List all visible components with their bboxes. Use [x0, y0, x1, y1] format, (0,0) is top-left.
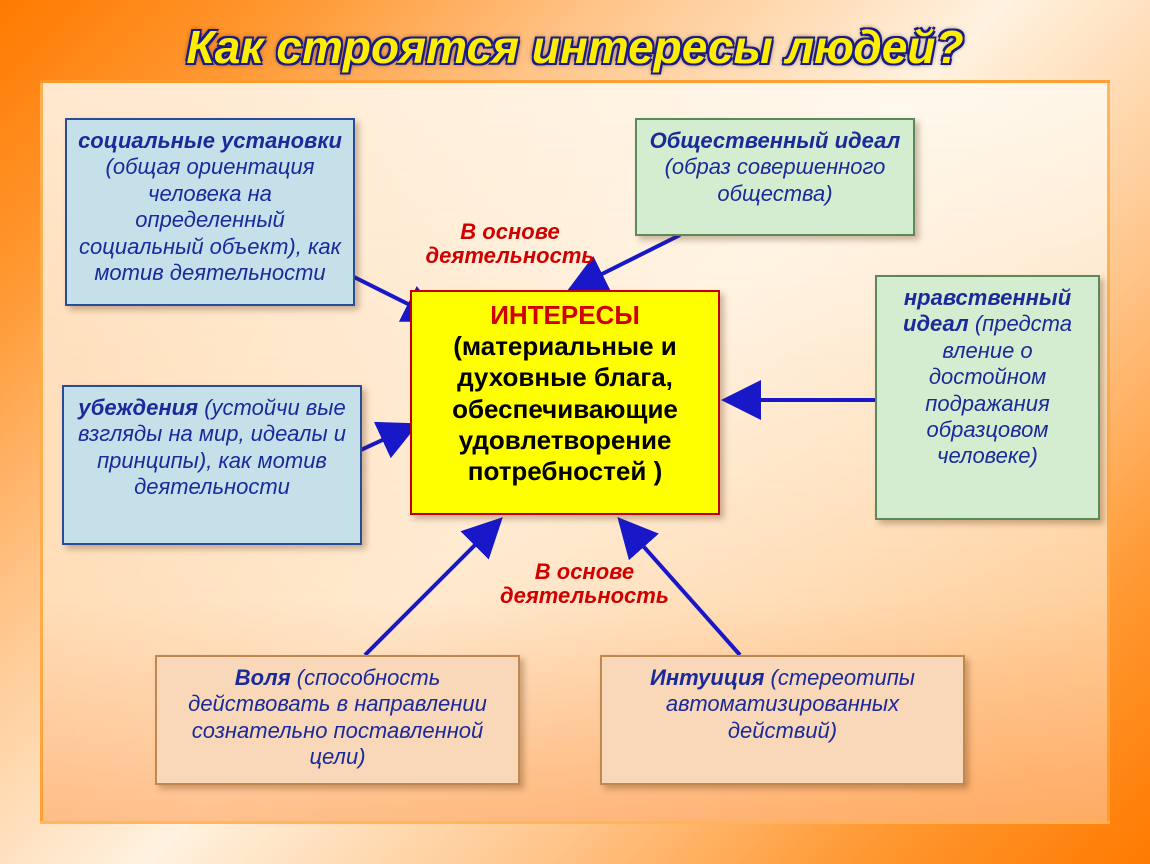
- box-intuition: Интуиция (стереотипы автоматизированных …: [600, 655, 965, 785]
- center-body: (материальные и духовные блага, обеспечи…: [422, 331, 708, 487]
- box-beliefs: убеждения (устойчи вые взгляды на мир, и…: [62, 385, 362, 545]
- box-public-ideal-bold: Общественный идеал: [650, 128, 901, 153]
- annotation-bottom: В основедеятельность: [500, 560, 669, 608]
- box-will-bold: Воля: [235, 665, 297, 690]
- box-social-bold: социальные установки: [78, 128, 342, 153]
- box-social-attitudes: социальные установки (общая ориентация ч…: [65, 118, 355, 306]
- box-moral-ideal: нравственный идеал (предста вление о дос…: [875, 275, 1100, 520]
- box-social-rest: (общая ориентация человека на определенн…: [79, 154, 341, 285]
- box-beliefs-bold: убеждения: [78, 395, 204, 420]
- slide-title: Как строятся интересы людей?: [0, 20, 1150, 74]
- annotation-top: В основедеятельность: [410, 220, 610, 268]
- box-intuition-bold: Интуиция: [650, 665, 764, 690]
- center-title: ИНТЕРЕСЫ: [422, 300, 708, 331]
- box-will: Воля (способность действовать в направле…: [155, 655, 520, 785]
- box-will-rest: (способность действовать в направлении с…: [188, 665, 487, 769]
- box-public-ideal-rest: (образ совершенного общества): [665, 154, 886, 205]
- box-public-ideal: Общественный идеал (образ совершенного о…: [635, 118, 915, 236]
- box-interests-center: ИНТЕРЕСЫ (материальные и духовные блага,…: [410, 290, 720, 515]
